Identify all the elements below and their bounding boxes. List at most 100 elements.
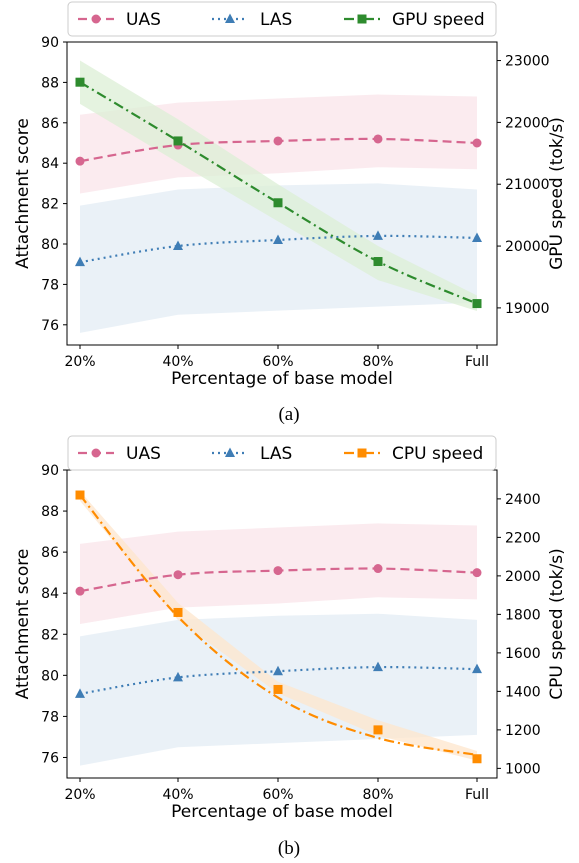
chart-panel-b: 20% 40% 60% 80% Full 76 78 80 82 84 86 88 90 1000 1200… [13, 435, 567, 859]
legend-marker [91, 448, 101, 458]
data-point [472, 299, 482, 309]
data-point [75, 77, 85, 87]
legend-label: UAS [126, 10, 161, 30]
y2-tick-label: 1400 [505, 684, 541, 700]
y2-tick-label: 2000 [505, 569, 541, 585]
y-tick-label: 90 [41, 35, 59, 51]
y-tick-label: 78 [41, 277, 59, 293]
legend-label: LAS [260, 444, 292, 464]
data-point [373, 725, 383, 735]
axes: 20% 40% 60% 80% Full 76 78 80 82 84 86 88 90 1000 1200… [41, 463, 540, 803]
y2-tick-label: 22000 [505, 115, 550, 131]
x-tick-label: Full [465, 354, 489, 370]
data-point [273, 198, 283, 208]
x-tick-label: 80% [362, 354, 393, 370]
series-uas [75, 134, 482, 166]
data-point [472, 138, 482, 148]
x-tick-label: 60% [262, 354, 293, 370]
y2-tick-label: 21000 [505, 177, 550, 193]
data-point [373, 134, 383, 144]
y2-tick-label: 1600 [505, 646, 541, 662]
data-point [273, 136, 283, 146]
series-line [79, 494, 478, 756]
legend-label: GPU speed [392, 10, 485, 30]
data-point [472, 754, 482, 764]
x-tick-label: Full [465, 787, 489, 803]
y-tick-label: 88 [41, 504, 59, 520]
x-tick-label: 60% [262, 787, 293, 803]
data-point [273, 566, 283, 576]
y-tick-label: 84 [41, 586, 59, 602]
series-uas [75, 564, 482, 596]
data-point [273, 234, 283, 244]
data-point [75, 586, 85, 596]
series-las [75, 661, 482, 698]
figure-caption: (b) [278, 838, 300, 859]
data-point [173, 570, 183, 580]
legend: UAS LAS GPU speed [67, 1, 497, 37]
y2-tick-label: 23000 [505, 54, 550, 70]
legend-label: LAS [260, 10, 292, 30]
x-tick-label: 40% [162, 354, 193, 370]
data-point [373, 230, 383, 240]
legend-marker [225, 13, 235, 23]
series-cpu-speed [75, 490, 482, 764]
y-tick-label: 80 [41, 237, 59, 253]
y-tick-label: 90 [41, 463, 59, 479]
y-tick-label: 80 [41, 668, 59, 684]
legend-marker [357, 14, 367, 24]
y-tick-label: 88 [41, 75, 59, 91]
data-point [75, 156, 85, 166]
y2-tick-label: 2200 [505, 530, 541, 546]
x-tick-label: 40% [162, 787, 193, 803]
data-point [472, 232, 482, 242]
y2-axis-label: GPU speed (tok/s) [547, 117, 567, 270]
data-point [472, 663, 482, 674]
legend-marker [357, 448, 367, 458]
y-tick-label: 76 [41, 750, 59, 766]
data-point [373, 564, 383, 574]
x-tick-label: 20% [64, 354, 95, 370]
data-point [273, 665, 283, 676]
y-tick-label: 86 [41, 116, 59, 132]
band-las [80, 183, 477, 333]
legend-box [67, 435, 497, 471]
legend-marker [225, 447, 235, 457]
legend: UAS LAS CPU speed [67, 435, 497, 471]
x-tick-label: 80% [362, 787, 393, 803]
data-point [75, 688, 85, 698]
legend-label: UAS [126, 444, 161, 464]
data-point [173, 671, 183, 682]
data-point [472, 568, 482, 578]
y-tick-label: 84 [41, 156, 59, 172]
y-axis-label: Attachment score [13, 549, 33, 700]
series-line [79, 81, 478, 305]
data-point [373, 257, 383, 267]
legend-box [67, 1, 497, 37]
data-point [173, 240, 183, 251]
legend-marker [91, 14, 101, 24]
x-axis-label: Percentage of base model [171, 369, 393, 389]
data-point [273, 684, 283, 694]
y2-tick-label: 1200 [505, 723, 541, 739]
series-las [75, 230, 482, 267]
y2-tick-label: 19000 [505, 301, 550, 317]
confidence-bands [80, 491, 477, 766]
y-tick-label: 78 [41, 709, 59, 725]
y-tick-label: 86 [41, 545, 59, 561]
figure-caption: (a) [278, 404, 299, 425]
legend-label: CPU speed [392, 444, 483, 464]
data-point [173, 607, 183, 617]
y2-axis-label: CPU speed (tok/s) [547, 548, 567, 700]
data-point [173, 136, 183, 146]
y2-tick-label: 2400 [505, 492, 541, 508]
y2-tick-label: 1000 [505, 761, 541, 777]
y2-tick-label: 1800 [505, 607, 541, 623]
y-tick-label: 82 [41, 627, 59, 643]
x-tick-label: 20% [64, 787, 95, 803]
y-tick-label: 76 [41, 318, 59, 334]
band-gpu-speed [80, 60, 477, 311]
y-axis-label: Attachment score [13, 118, 33, 269]
data-point [75, 256, 85, 267]
y2-tick-label: 20000 [505, 239, 550, 255]
